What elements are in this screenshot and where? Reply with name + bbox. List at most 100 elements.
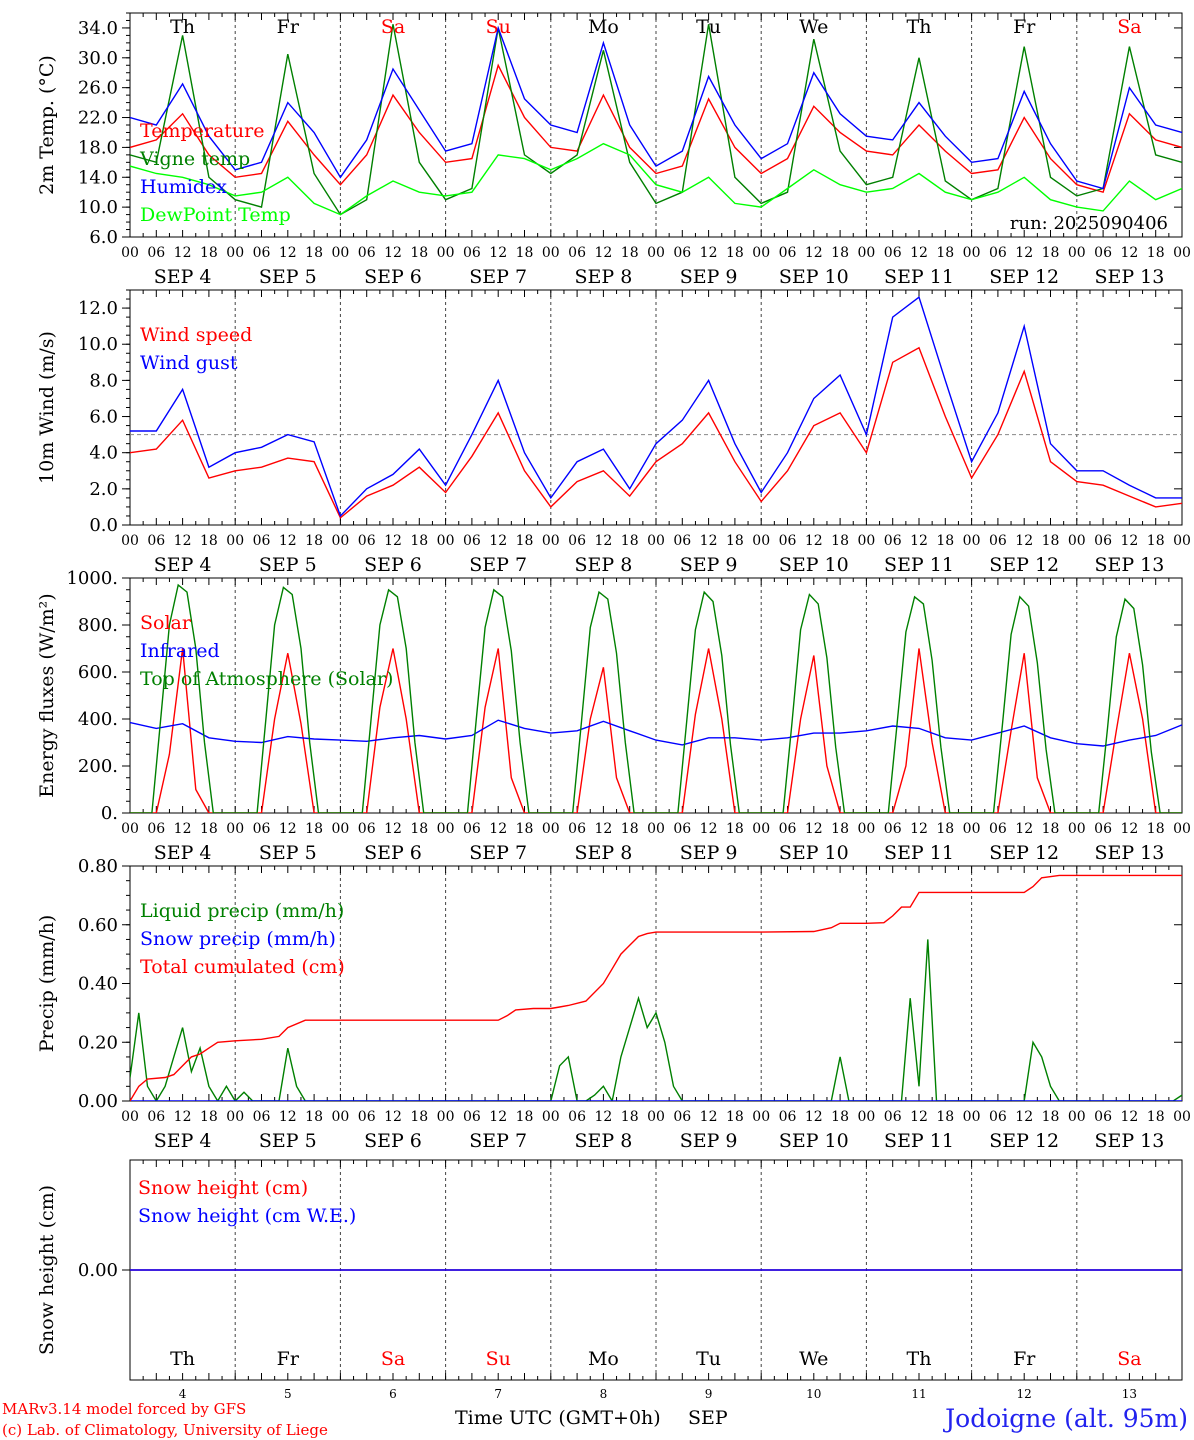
series-wind-gust [130, 296, 1182, 518]
hour-tick-label: 00 [1068, 245, 1086, 261]
hour-tick-label: 06 [358, 245, 376, 261]
hour-tick-label: 06 [673, 821, 691, 837]
legend-entry: Humidex [140, 176, 227, 198]
hour-tick-label: 06 [463, 533, 481, 549]
hour-tick-label: 00 [857, 245, 875, 261]
hour-tick-label: 18 [621, 1109, 639, 1125]
y-axis-title: Energy fluxes (W/m²) [36, 593, 58, 797]
hour-tick-label: 12 [174, 1109, 192, 1125]
y-tick-label: 1000. [66, 568, 118, 589]
hour-tick-label: 06 [884, 1109, 902, 1125]
hour-tick-label: 12 [279, 821, 297, 837]
date-label: SEP 5 [259, 554, 317, 576]
hour-tick-label: 00 [647, 1109, 665, 1125]
legend-entry: Snow precip (mm/h) [140, 928, 336, 950]
y-tick-label: 10.0 [78, 197, 118, 218]
series-liquid-precip-mm-h [130, 939, 1182, 1101]
hour-tick-label: 00 [437, 1109, 455, 1125]
hour-tick-label: 18 [1042, 1109, 1060, 1125]
hour-tick-label: 12 [700, 245, 718, 261]
hour-tick-label: 12 [594, 245, 612, 261]
date-label: SEP 4 [154, 266, 212, 288]
hour-tick-label: 06 [147, 821, 165, 837]
hour-tick-label: 00 [647, 245, 665, 261]
hour-tick-label: 00 [542, 821, 560, 837]
bottom-day-number: 9 [705, 1387, 713, 1401]
hour-tick-label: 06 [568, 821, 586, 837]
date-label: SEP 10 [779, 554, 849, 576]
hour-tick-label: 06 [253, 533, 271, 549]
bottom-day-number: 11 [911, 1387, 926, 1401]
bottom-day-label: Mo [588, 1348, 619, 1370]
y-axis-title: 2m Temp. (°C) [36, 55, 58, 195]
panel-temperature: 6.0 10.0 14.0 18.0 22.0 26.0 30.0 34.0 2m Temp. … [36, 12, 1191, 288]
y-axis-title: Precip (mm/h) [36, 915, 58, 1053]
x-axis-title: Time UTC (GMT+0h) [455, 1407, 661, 1429]
hour-tick-label: 00 [1068, 533, 1086, 549]
legend-entry: Liquid precip (mm/h) [140, 900, 344, 922]
hour-tick-label: 18 [621, 533, 639, 549]
hour-tick-label: 18 [726, 821, 744, 837]
hour-tick-label: 18 [516, 821, 534, 837]
hour-tick-label: 06 [989, 821, 1007, 837]
hour-tick-label: 06 [253, 1109, 271, 1125]
y-tick-label: 2.0 [89, 479, 118, 500]
y-tick-label: 400. [78, 709, 118, 730]
hour-tick-label: 18 [516, 1109, 534, 1125]
hour-tick-label: 06 [989, 245, 1007, 261]
day-label: Th [170, 16, 195, 38]
hour-tick-label: 00 [1068, 1109, 1086, 1125]
y-tick-label: 6.0 [89, 227, 118, 248]
hour-tick-label: 18 [831, 533, 849, 549]
hour-tick-label: 18 [410, 821, 428, 837]
hour-tick-label: 06 [673, 245, 691, 261]
hour-tick-label: 12 [1120, 1109, 1138, 1125]
panel-snow: 0.00 Snow height (cm) Snow height (cm) Snow… [36, 1159, 1183, 1401]
hour-tick-label: 18 [936, 821, 954, 837]
hour-tick-label: 18 [936, 245, 954, 261]
date-label: SEP 4 [154, 1130, 212, 1152]
hour-tick-label: 00 [121, 533, 139, 549]
date-label: SEP 8 [574, 554, 632, 576]
hour-tick-label: 12 [910, 533, 928, 549]
bottom-day-label: Fr [1013, 1348, 1036, 1370]
hour-tick-label: 12 [910, 821, 928, 837]
legend-entry: Snow height (cm) [138, 1177, 308, 1199]
hour-tick-label: 06 [989, 1109, 1007, 1125]
hour-tick-label: 18 [410, 245, 428, 261]
hour-tick-label: 00 [121, 1109, 139, 1125]
hour-tick-label: 06 [779, 821, 797, 837]
hour-tick-label: 00 [1068, 821, 1086, 837]
hour-tick-label: 12 [1015, 821, 1033, 837]
hour-tick-label: 18 [1042, 533, 1060, 549]
hour-tick-label: 18 [1042, 821, 1060, 837]
bottom-day-number: 10 [806, 1387, 821, 1401]
hour-tick-label: 00 [752, 533, 770, 549]
hour-tick-label: 00 [1173, 1109, 1191, 1125]
hour-tick-label: 00 [963, 1109, 981, 1125]
legend-entry: Temperature [140, 120, 264, 142]
hour-tick-label: 06 [358, 533, 376, 549]
legend-entry: Top of Atmosphere (Solar) [140, 668, 393, 690]
hour-tick-label: 06 [568, 533, 586, 549]
x-axis-month: SEP [688, 1407, 728, 1429]
hour-tick-label: 12 [1120, 245, 1138, 261]
y-tick-label: 0.00 [78, 1091, 118, 1112]
hour-tick-label: 00 [1173, 245, 1191, 261]
date-label: SEP 11 [884, 1130, 954, 1152]
hour-tick-label: 18 [831, 245, 849, 261]
bottom-day-label: We [799, 1348, 828, 1370]
legend-entry: Vigne temp [139, 148, 250, 170]
hour-tick-label: 12 [174, 245, 192, 261]
hour-tick-label: 12 [805, 533, 823, 549]
hour-tick-label: 12 [805, 821, 823, 837]
hour-tick-label: 18 [305, 533, 323, 549]
bottom-day-label: Sa [381, 1348, 405, 1370]
bottom-day-number: 4 [179, 1387, 187, 1401]
date-label: SEP 13 [1094, 554, 1164, 576]
hour-tick-label: 12 [489, 245, 507, 261]
hour-tick-label: 00 [542, 533, 560, 549]
series-top-of-atmosphere-solar [130, 583, 1182, 813]
panel-wind: 0.0 2.0 4.0 6.0 8.0 10.0 12.0 10m Wind (m/s) Win… [36, 289, 1191, 576]
date-label: SEP 9 [680, 266, 738, 288]
